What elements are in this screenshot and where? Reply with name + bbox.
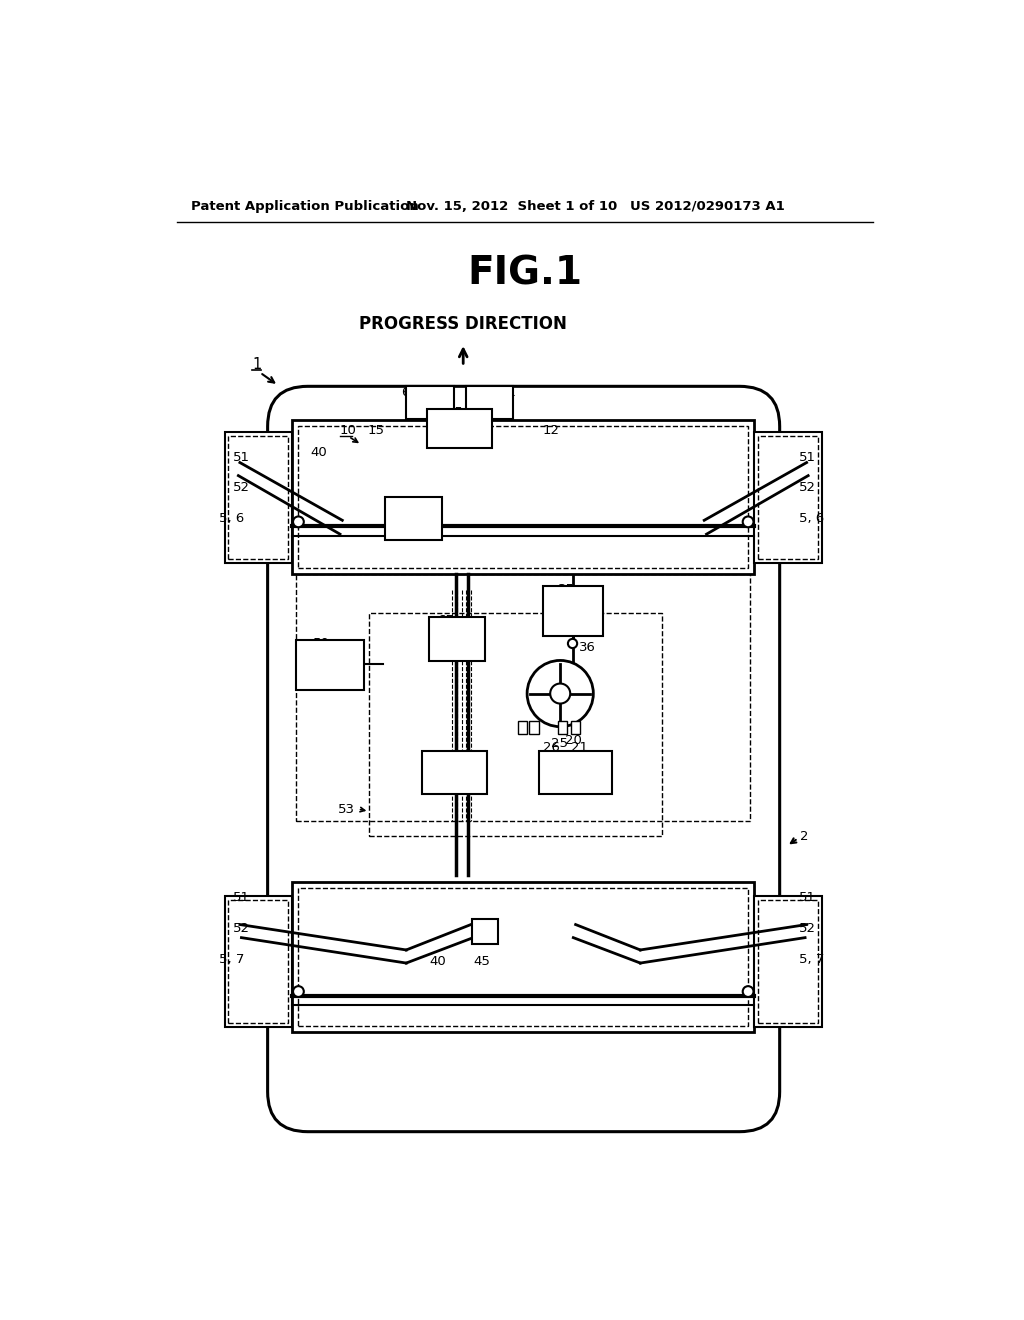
Bar (228, 436, 289, 558)
Circle shape (527, 660, 593, 726)
Bar (755, 432, 822, 562)
Bar (758, 436, 818, 558)
Text: 40: 40 (429, 954, 446, 968)
Text: FIG.1: FIG.1 (467, 255, 583, 293)
Text: 50: 50 (313, 638, 330, 651)
Text: 45: 45 (473, 954, 490, 968)
Bar (543, 586, 602, 636)
Text: 12: 12 (543, 424, 559, 437)
Text: 5, 7: 5, 7 (219, 953, 245, 966)
Bar (758, 900, 818, 1023)
Bar (292, 882, 755, 1032)
Text: Nov. 15, 2012  Sheet 1 of 10: Nov. 15, 2012 Sheet 1 of 10 (407, 199, 617, 213)
Text: 60: 60 (401, 387, 419, 400)
Circle shape (742, 986, 754, 997)
Text: 5, 6: 5, 6 (219, 512, 245, 525)
Text: Patent Application Publication: Patent Application Publication (190, 199, 419, 213)
Text: 61: 61 (500, 387, 516, 400)
Bar (539, 751, 611, 793)
Text: 51: 51 (799, 891, 816, 904)
Text: 51: 51 (232, 891, 250, 904)
Text: 51: 51 (232, 450, 250, 463)
Text: 16: 16 (388, 496, 406, 508)
Text: 52: 52 (799, 482, 816, 495)
Bar (292, 420, 755, 574)
Text: 2: 2 (801, 829, 809, 842)
Circle shape (550, 684, 570, 704)
Circle shape (568, 639, 578, 648)
Text: 40: 40 (310, 446, 328, 458)
Circle shape (293, 516, 304, 527)
Bar (407, 387, 454, 418)
Text: 15: 15 (368, 424, 385, 437)
Bar (296, 574, 751, 821)
Text: 52: 52 (232, 482, 250, 495)
Bar (755, 896, 822, 1027)
Text: 51: 51 (799, 450, 816, 463)
Text: 52: 52 (232, 921, 250, 935)
Text: 20: 20 (565, 734, 582, 747)
Bar (466, 387, 513, 418)
Text: US 2012/0290173 A1: US 2012/0290173 A1 (630, 199, 784, 213)
Text: 10: 10 (340, 424, 357, 437)
Circle shape (742, 516, 754, 527)
Text: 30: 30 (548, 748, 565, 762)
Bar (429, 616, 484, 661)
Bar (518, 721, 527, 734)
Bar (427, 409, 493, 447)
Text: 25: 25 (551, 738, 568, 751)
Text: 70: 70 (429, 748, 446, 762)
Text: 5, 6: 5, 6 (799, 512, 824, 525)
Text: 1: 1 (252, 358, 261, 372)
Bar (228, 900, 289, 1023)
Bar (298, 888, 749, 1026)
Text: 36: 36 (580, 640, 596, 653)
Bar (298, 426, 749, 568)
Text: 52: 52 (799, 921, 816, 935)
Text: 65: 65 (437, 614, 454, 627)
Bar (224, 896, 292, 1027)
Text: 35: 35 (558, 583, 574, 597)
Text: 45: 45 (446, 407, 463, 420)
Bar (571, 721, 581, 734)
Bar (422, 751, 487, 793)
Text: 5, 7: 5, 7 (799, 953, 824, 966)
Bar (558, 721, 567, 734)
Bar (529, 721, 539, 734)
Text: 21: 21 (571, 742, 588, 754)
Bar (370, 612, 662, 836)
Bar (472, 919, 498, 944)
Text: 53: 53 (338, 803, 355, 816)
Bar (224, 432, 292, 562)
Text: 26: 26 (543, 742, 559, 754)
Bar (385, 498, 442, 540)
Circle shape (293, 986, 304, 997)
Text: 80: 80 (561, 755, 578, 768)
Text: PROGRESS DIRECTION: PROGRESS DIRECTION (359, 315, 567, 333)
Bar (296, 640, 364, 689)
